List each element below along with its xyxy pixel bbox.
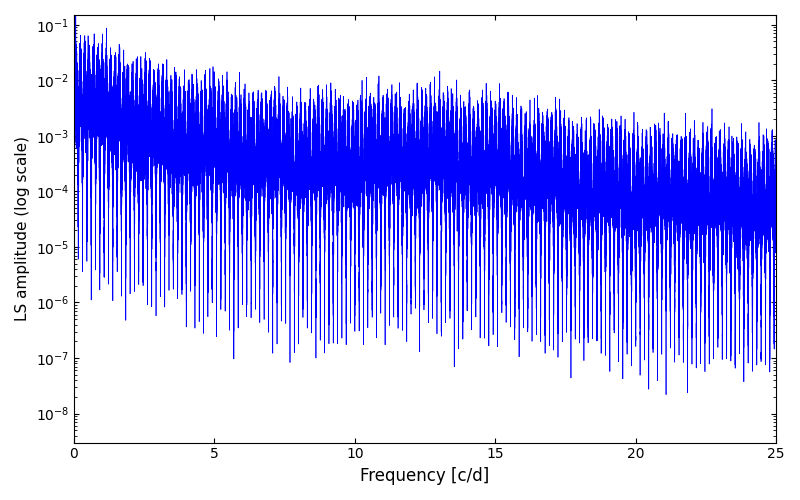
Y-axis label: LS amplitude (log scale): LS amplitude (log scale)	[15, 136, 30, 322]
X-axis label: Frequency [c/d]: Frequency [c/d]	[361, 467, 490, 485]
